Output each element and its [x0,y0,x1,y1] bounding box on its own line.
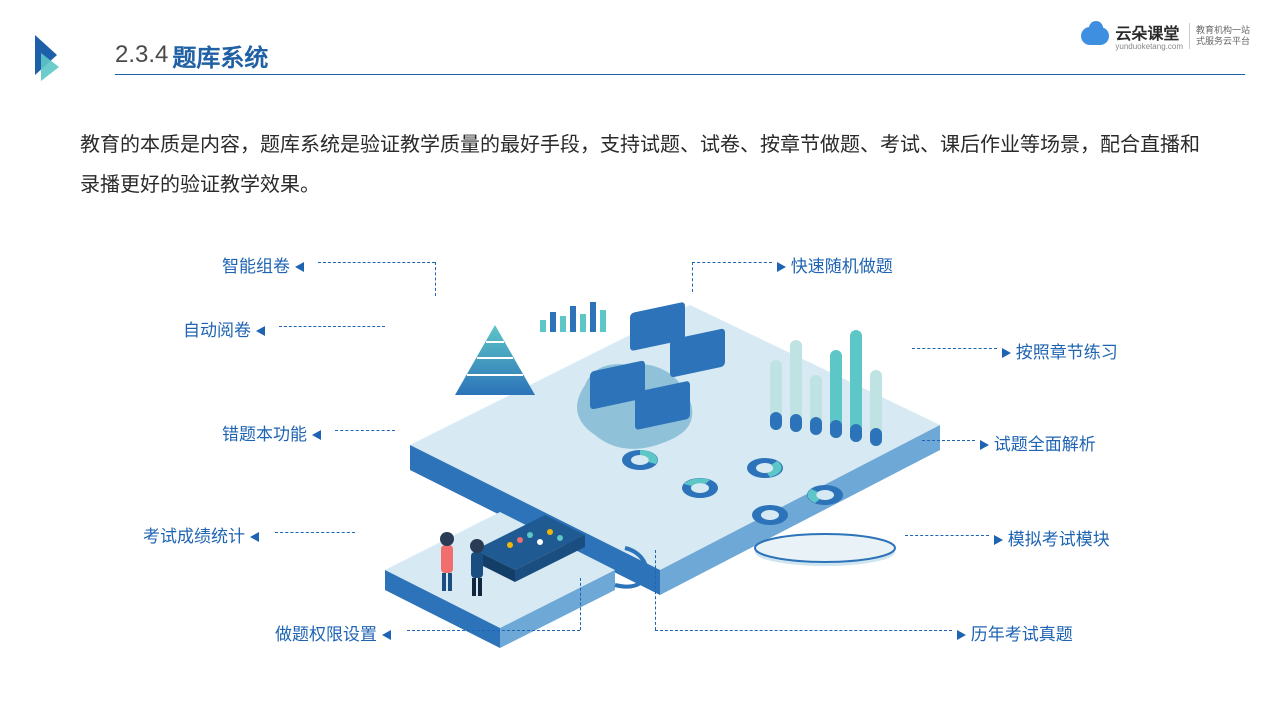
feature-auto-grade: 自动阅卷 [183,316,267,341]
feature-score-stats: 考试成绩统计 [143,522,261,547]
dash [692,262,693,292]
dash [275,532,355,533]
brand-domain: yunduoketang.com [1115,42,1183,51]
feature-past-papers: 历年考试真题 [955,620,1073,645]
feature-full-analysis: 试题全面解析 [978,430,1096,455]
dash [655,550,656,630]
brand-tagline: 教育机构一站 式服务云平台 [1196,25,1250,47]
dash [407,630,580,631]
feature-wrong-book: 错题本功能 [222,420,323,445]
divider [1189,23,1190,49]
brand-logo: 云朵课堂 yunduoketang.com 教育机构一站 式服务云平台 [1081,20,1250,51]
dash [335,430,395,431]
section-number: 2.3.4 [115,41,168,69]
feature-smart-compose: 智能组卷 [222,252,306,277]
feature-quick-random: 快速随机做题 [775,252,893,277]
dash [655,630,952,631]
dash [692,262,772,263]
brand-name: 云朵课堂 [1115,26,1179,43]
dash [279,326,385,327]
title-underline [115,74,1245,75]
feature-permission: 做题权限设置 [275,620,393,645]
section-title: 题库系统 [172,38,268,73]
dash [905,535,989,536]
feature-chapter-practice: 按照章节练习 [1000,338,1118,363]
section-header: 2.3.4 题库系统 [35,35,268,75]
dash [318,262,435,263]
description-text: 教育的本质是内容，题库系统是验证教学质量的最好手段，支持试题、试卷、按章节做题、… [80,125,1210,205]
dash [922,440,975,441]
dash [912,348,997,349]
isometric-illustration [350,250,970,670]
dash [435,262,436,296]
feature-mock-exam: 模拟考试模块 [992,525,1110,550]
cloud-icon [1081,27,1109,45]
dash [580,578,581,630]
feature-diagram: 智能组卷 自动阅卷 错题本功能 考试成绩统计 做题权限设置 快速随机做题 按照章… [0,230,1280,690]
bullet-icon [35,35,75,75]
